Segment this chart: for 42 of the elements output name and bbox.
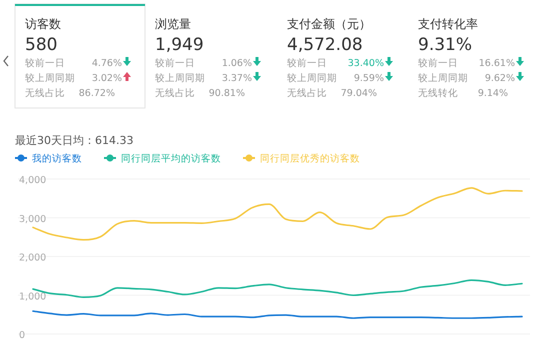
- legend-label: 同行同层优秀的访客数: [260, 152, 360, 164]
- y-tick-label: 1,000: [19, 291, 46, 302]
- y-tick-label: 3,000: [19, 214, 46, 225]
- text: 580: [25, 35, 58, 55]
- text: 支付金额（元）: [287, 17, 371, 31]
- text: 支付转化率: [418, 17, 478, 31]
- text: 浏览量: [155, 17, 191, 31]
- line-series: [32, 310, 523, 319]
- text: 较前一日: [25, 57, 65, 69]
- text: 无线占比: [25, 87, 65, 99]
- text: 较上周同期: [418, 72, 468, 84]
- legend-label: 同行同层平均的访客数: [121, 152, 221, 164]
- text: 9.14%: [478, 88, 508, 99]
- text: 9.31%: [418, 35, 472, 55]
- text: 较前一日: [155, 57, 195, 69]
- text: 9.59%: [354, 73, 384, 84]
- text: 4,572.08: [287, 35, 363, 55]
- text: 较上周同期: [287, 72, 337, 84]
- legend-label: 我的访客数: [32, 152, 82, 164]
- text: 90.81%: [208, 88, 245, 99]
- text: 无线转化: [418, 87, 458, 99]
- text: 16.61%: [478, 58, 515, 69]
- text: 79.04%: [340, 88, 377, 99]
- text: 无线占比: [155, 87, 195, 99]
- text: 3.02%: [92, 73, 122, 84]
- text: 86.72%: [78, 88, 115, 99]
- text: 较上周同期: [155, 72, 205, 84]
- y-tick-label: 0: [19, 330, 26, 341]
- chart-title: 最近30天日均：614.33: [15, 134, 134, 147]
- text: 1,949: [155, 35, 204, 55]
- text: 无线占比: [287, 87, 327, 99]
- text: 4.76%: [92, 58, 122, 69]
- text: 访客数: [25, 17, 61, 31]
- text: 较前一日: [287, 57, 327, 69]
- text: 较上周同期: [25, 72, 75, 84]
- text: 33.40%: [348, 58, 384, 69]
- text: 较前一日: [418, 57, 458, 69]
- y-tick-label: 2,000: [19, 252, 46, 264]
- text: 9.62%: [484, 73, 515, 84]
- y-tick-label: 4,000: [19, 175, 46, 186]
- text: 3.37%: [222, 73, 252, 84]
- text: 1.06%: [222, 58, 252, 69]
